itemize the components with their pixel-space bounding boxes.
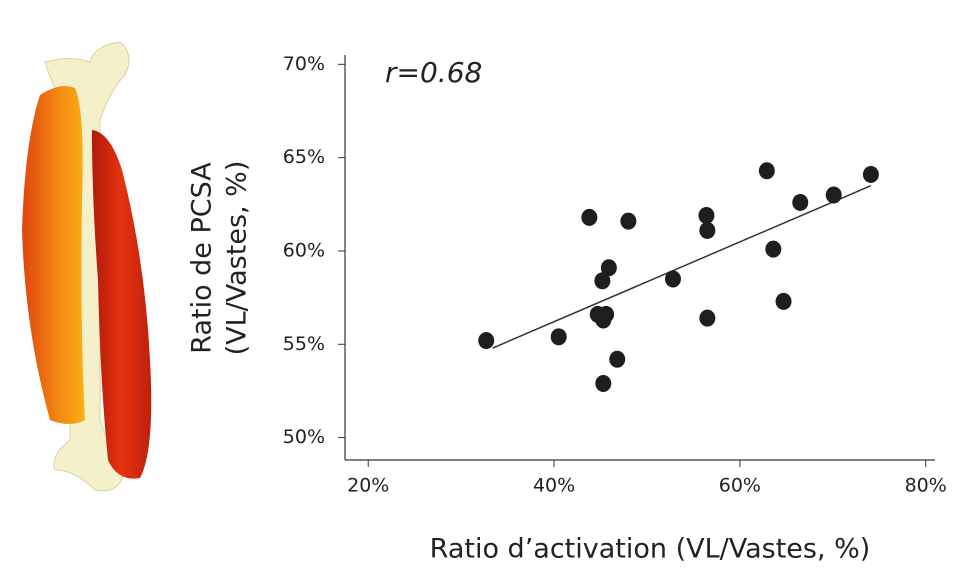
femur-illustration <box>22 41 152 492</box>
point <box>758 162 775 180</box>
y-tick-label: 65% <box>283 146 325 168</box>
point <box>862 165 879 183</box>
point <box>699 221 716 239</box>
x-tick-label: 80% <box>905 475 947 497</box>
point <box>594 272 611 290</box>
x-axis-label: Ratio d’activation (VL/Vastes, %) <box>430 534 871 565</box>
point <box>609 350 626 368</box>
y-axis-label: Ratio de PCSA <box>187 162 218 354</box>
point <box>595 311 612 329</box>
x-tick-label: 20% <box>347 475 389 497</box>
y-tick-label: 60% <box>283 239 325 261</box>
point <box>698 207 715 225</box>
x-tick-label: 40% <box>533 475 575 497</box>
point <box>699 309 716 327</box>
y-axis-label: (VL/Vastes, %) <box>222 161 253 356</box>
point <box>600 259 617 277</box>
point <box>550 328 567 346</box>
point <box>664 270 681 288</box>
point <box>478 332 495 350</box>
point <box>792 193 809 211</box>
trend-line <box>492 184 872 349</box>
point <box>825 186 842 204</box>
point <box>775 292 792 310</box>
x-tick-label: 60% <box>719 475 761 497</box>
y-tick-label: 55% <box>283 333 325 355</box>
point <box>620 212 637 230</box>
point <box>765 240 782 258</box>
y-tick-label: 50% <box>283 426 325 448</box>
point <box>581 208 598 226</box>
y-tick-label: 70% <box>283 53 325 75</box>
point <box>595 374 612 392</box>
annotation: r=0.68 <box>385 56 482 89</box>
